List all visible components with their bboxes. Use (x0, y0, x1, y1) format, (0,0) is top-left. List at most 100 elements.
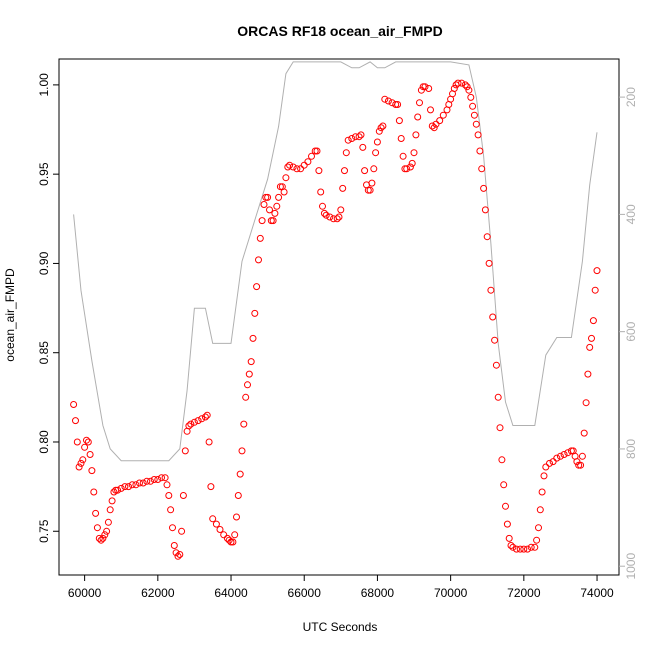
data-point (176, 551, 184, 558)
data-point (342, 149, 350, 157)
data-point (335, 213, 343, 221)
data-point (582, 399, 590, 407)
data-point (121, 483, 129, 491)
data-point (577, 461, 585, 469)
data-point (373, 138, 381, 146)
data-point (527, 543, 535, 551)
data-point (513, 545, 520, 553)
data-point (280, 188, 288, 196)
data-point (308, 152, 315, 160)
data-point (139, 479, 147, 487)
data-point (427, 106, 434, 114)
data-point (503, 520, 511, 528)
data-point (83, 436, 90, 444)
data-point (412, 131, 420, 139)
data-point (507, 542, 515, 549)
data-point (542, 463, 550, 471)
data-point (483, 233, 491, 241)
data-point (450, 85, 458, 92)
data-point (225, 536, 233, 544)
data-point (463, 83, 471, 91)
data-point (284, 163, 292, 171)
chart-title: ORCAS RF18 ocean_air_FMPD (237, 23, 442, 39)
data-point (212, 520, 220, 528)
data-point (75, 463, 83, 471)
data-point (194, 417, 202, 425)
data-point (209, 515, 217, 523)
y-axis-label: ocean_air_FMPD (3, 268, 17, 362)
data-point (244, 381, 251, 389)
data-point (341, 167, 348, 175)
data-point (531, 543, 539, 551)
data-point (487, 286, 495, 294)
data-point (249, 334, 257, 342)
data-point (410, 149, 418, 157)
data-point (498, 456, 506, 464)
data-point (95, 534, 103, 542)
data-point (132, 481, 140, 489)
data-point (480, 184, 488, 192)
data-point (201, 413, 209, 421)
data-point (408, 159, 416, 167)
x-tick-label: 70000 (434, 586, 468, 600)
data-point (461, 81, 469, 89)
data-point (293, 165, 301, 173)
data-point (108, 497, 116, 505)
x-tick-label: 66000 (288, 586, 322, 600)
data-point (238, 447, 246, 455)
data-point (104, 518, 112, 526)
y-tick-label: 0.80 (37, 430, 51, 454)
data-point (392, 101, 400, 108)
data-point (337, 206, 345, 214)
data-point (359, 143, 367, 151)
plot-area: 60000 62000 64000 66000 68000 70000 72000 74000… (37, 58, 638, 600)
data-point (99, 534, 107, 542)
data-point (216, 526, 224, 533)
data-point (573, 458, 581, 466)
data-point (397, 135, 405, 142)
data-point (150, 476, 158, 483)
data-point (158, 474, 165, 482)
plot-frame (58, 58, 620, 576)
y-tick-label: 0.75 (37, 519, 51, 543)
data-point (403, 165, 411, 173)
data-point (580, 429, 588, 437)
data-point (264, 193, 272, 201)
data-point (106, 506, 114, 514)
data-point (289, 163, 297, 171)
data-point (372, 149, 380, 157)
series-secondary-line (73, 61, 598, 462)
data-point (170, 542, 178, 549)
data-point (520, 545, 528, 553)
data-point (92, 509, 100, 517)
data-point (494, 393, 502, 401)
data-point (260, 201, 268, 208)
data-point (414, 113, 422, 121)
data-point (502, 502, 509, 510)
data-point (275, 193, 283, 201)
data-point (101, 531, 109, 539)
data-point (313, 147, 321, 155)
data-point (556, 452, 564, 460)
data-point (88, 467, 96, 475)
data-point (72, 417, 79, 425)
data-point (136, 479, 143, 487)
data-point (361, 167, 369, 175)
data-point (458, 79, 466, 87)
data-point (319, 202, 326, 210)
y2-tick-label: 600 (624, 321, 638, 341)
data-point (179, 492, 187, 499)
data-point (500, 481, 508, 489)
data-point (276, 183, 284, 191)
data-point (165, 492, 173, 499)
data-point (315, 167, 323, 175)
data-point (366, 186, 374, 194)
data-point (476, 147, 484, 155)
data-point (549, 458, 557, 466)
data-point (496, 424, 504, 432)
data-point (485, 259, 493, 267)
data-point (588, 334, 595, 342)
data-point (553, 454, 561, 462)
x-tick-label: 72000 (507, 586, 541, 600)
data-point (394, 101, 402, 108)
